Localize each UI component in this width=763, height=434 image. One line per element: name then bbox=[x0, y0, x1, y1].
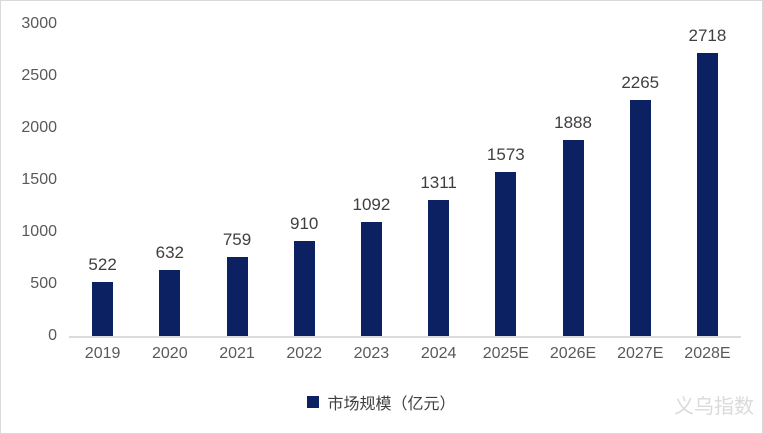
bar-slot: 2718 bbox=[674, 24, 741, 336]
y-tick-label: 500 bbox=[30, 275, 57, 292]
bar-slot: 522 bbox=[69, 24, 136, 336]
legend-swatch-icon bbox=[307, 396, 320, 408]
bar bbox=[226, 257, 248, 336]
bar bbox=[293, 241, 315, 336]
x-tick-label: 2027E bbox=[617, 345, 664, 362]
legend-label: 市场规模（亿元） bbox=[327, 396, 456, 413]
bar-slot: 759 bbox=[203, 24, 270, 336]
bar-value-label: 910 bbox=[290, 214, 319, 234]
bar-slot: 1888 bbox=[539, 24, 606, 336]
x-tick-label: 2020 bbox=[152, 345, 188, 362]
bar-value-label: 1092 bbox=[352, 195, 391, 215]
bar bbox=[562, 139, 584, 336]
bar-value-label: 2718 bbox=[688, 26, 727, 46]
bar-slot: 2265 bbox=[607, 24, 674, 336]
x-tick-label: 2028E bbox=[684, 345, 731, 362]
y-tick-label: 1000 bbox=[21, 223, 57, 240]
bar bbox=[360, 222, 382, 336]
bar bbox=[428, 199, 450, 336]
y-tick-label: 2000 bbox=[21, 119, 57, 136]
bar-value-label: 632 bbox=[155, 243, 184, 263]
bar-slot: 1573 bbox=[472, 24, 539, 336]
x-tick-label: 2021 bbox=[219, 345, 255, 362]
bar bbox=[159, 270, 181, 336]
bar-value-label: 522 bbox=[88, 254, 117, 274]
bar bbox=[92, 281, 114, 336]
legend: 市场规模（亿元） bbox=[1, 390, 762, 414]
y-tick-label: 3000 bbox=[21, 15, 57, 32]
y-tick-label: 2500 bbox=[21, 67, 57, 84]
watermark: 义乌指数 bbox=[674, 396, 754, 418]
y-axis: 0 500 1000 1500 2000 2500 3000 bbox=[1, 1, 57, 433]
bar-value-label: 1573 bbox=[486, 145, 525, 165]
bar-slot: 1311 bbox=[405, 24, 472, 336]
x-tick-label: 2022 bbox=[286, 345, 322, 362]
x-tick-label: 2025E bbox=[482, 345, 529, 362]
y-tick-label: 0 bbox=[48, 327, 57, 344]
y-tick-label: 1500 bbox=[21, 171, 57, 188]
bar-slot: 910 bbox=[271, 24, 338, 336]
bar-slot: 1092 bbox=[338, 24, 405, 336]
bar-value-label: 2265 bbox=[621, 73, 660, 93]
bar bbox=[696, 53, 718, 336]
bar bbox=[495, 172, 517, 336]
bar-slot: 632 bbox=[136, 24, 203, 336]
bar bbox=[629, 100, 651, 336]
plot-area: 522 632 759 910 1092 1311 1573 1888 2265 2718 bbox=[69, 24, 741, 338]
x-tick-label: 2019 bbox=[84, 345, 121, 362]
x-axis: 2019 2020 2021 2022 2023 2024 2025E 2026E 2027E 2… bbox=[69, 345, 741, 363]
x-tick-label: 2026E bbox=[549, 345, 597, 362]
x-tick-label: 2023 bbox=[353, 345, 390, 362]
bar-value-label: 1888 bbox=[554, 112, 592, 132]
bar-value-label: 759 bbox=[222, 230, 252, 250]
bar-value-label: 1311 bbox=[420, 172, 457, 192]
x-tick-label: 2024 bbox=[420, 345, 457, 362]
